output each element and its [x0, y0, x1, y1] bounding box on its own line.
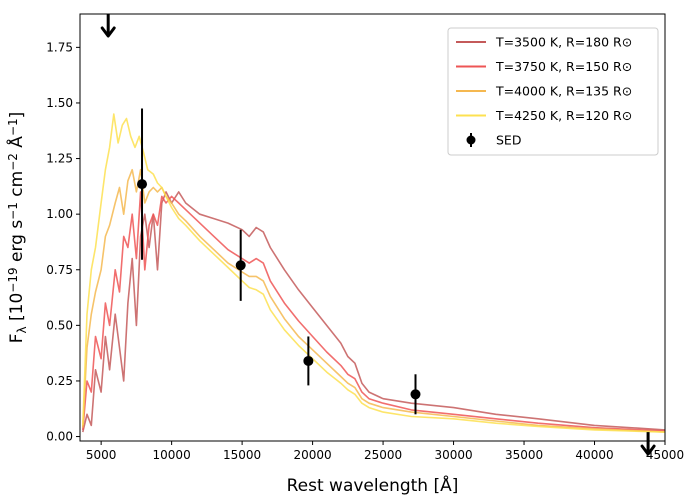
- x-tick-label: 40000: [575, 448, 613, 462]
- sed-upper-limit-2: [640, 432, 656, 456]
- x-tick-label: 20000: [293, 448, 331, 462]
- sed-point-2: [235, 260, 246, 271]
- y-axis-label: Fλ [10−19 erg s−1 cm−2 Å−1]: [5, 112, 29, 344]
- x-tick-label: 5000: [86, 448, 117, 462]
- x-tick-label: 35000: [505, 448, 543, 462]
- x-axis-label: Rest wavelength [Å]: [287, 474, 459, 496]
- y-tick-label: 1.75: [46, 40, 73, 54]
- x-tick-label: 10000: [153, 448, 191, 462]
- y-tick-label: 1.50: [46, 96, 73, 110]
- series-line-2: [82, 191, 665, 432]
- sed-upper-limit-1: [100, 14, 116, 38]
- sed-points-layer: [100, 14, 656, 456]
- y-axis-ticks: 0.00 0.25 0.50 0.75 1.00 1.25 1.50 1.75: [46, 40, 80, 444]
- legend-label: T=4250 K, R=120 R⊙: [495, 108, 632, 123]
- x-tick-label: 15000: [223, 448, 261, 462]
- series-line-3: [82, 168, 665, 433]
- plot-frame: [79, 13, 666, 442]
- y-tick-label: 0.75: [46, 263, 73, 277]
- legend: T=3500 K, R=180 R⊙ T=3750 K, R=150 R⊙ T=40…: [447, 27, 659, 156]
- y-tick-label: 0.25: [46, 374, 73, 388]
- legend-label: T=3500 K, R=180 R⊙: [495, 35, 632, 50]
- x-tick-label: 25000: [364, 448, 402, 462]
- legend-label: T=3750 K, R=150 R⊙: [495, 59, 632, 74]
- sed-point-4: [410, 389, 421, 400]
- model-series-layer: [82, 113, 665, 433]
- sed-point-1: [137, 179, 148, 190]
- legend-entry: T=3500 K, R=180 R⊙: [456, 35, 632, 50]
- legend-entry: T=3750 K, R=150 R⊙: [456, 59, 632, 74]
- y-tick-label: 0.50: [46, 318, 73, 332]
- legend-entry: T=4250 K, R=120 R⊙: [456, 108, 632, 123]
- y-tick-label: 1.25: [46, 152, 73, 166]
- legend-label: T=4000 K, R=135 R⊙: [495, 84, 632, 99]
- legend-label: SED: [496, 133, 521, 148]
- x-axis-ticks: 5000 10000 15000 20000 25000 30000 35000 40000 4…: [86, 441, 684, 462]
- y-tick-label: 1.00: [46, 207, 73, 221]
- sed-point-3: [303, 355, 314, 366]
- series-line-4: [82, 113, 665, 433]
- legend-box: [447, 27, 659, 156]
- x-tick-label: 45000: [646, 448, 684, 462]
- legend-entry-sed: SED: [466, 133, 521, 148]
- series-line-1: [82, 191, 665, 433]
- legend-entry: T=4000 K, R=135 R⊙: [456, 84, 632, 99]
- x-tick-label: 30000: [434, 448, 472, 462]
- y-tick-label: 0.00: [46, 430, 73, 444]
